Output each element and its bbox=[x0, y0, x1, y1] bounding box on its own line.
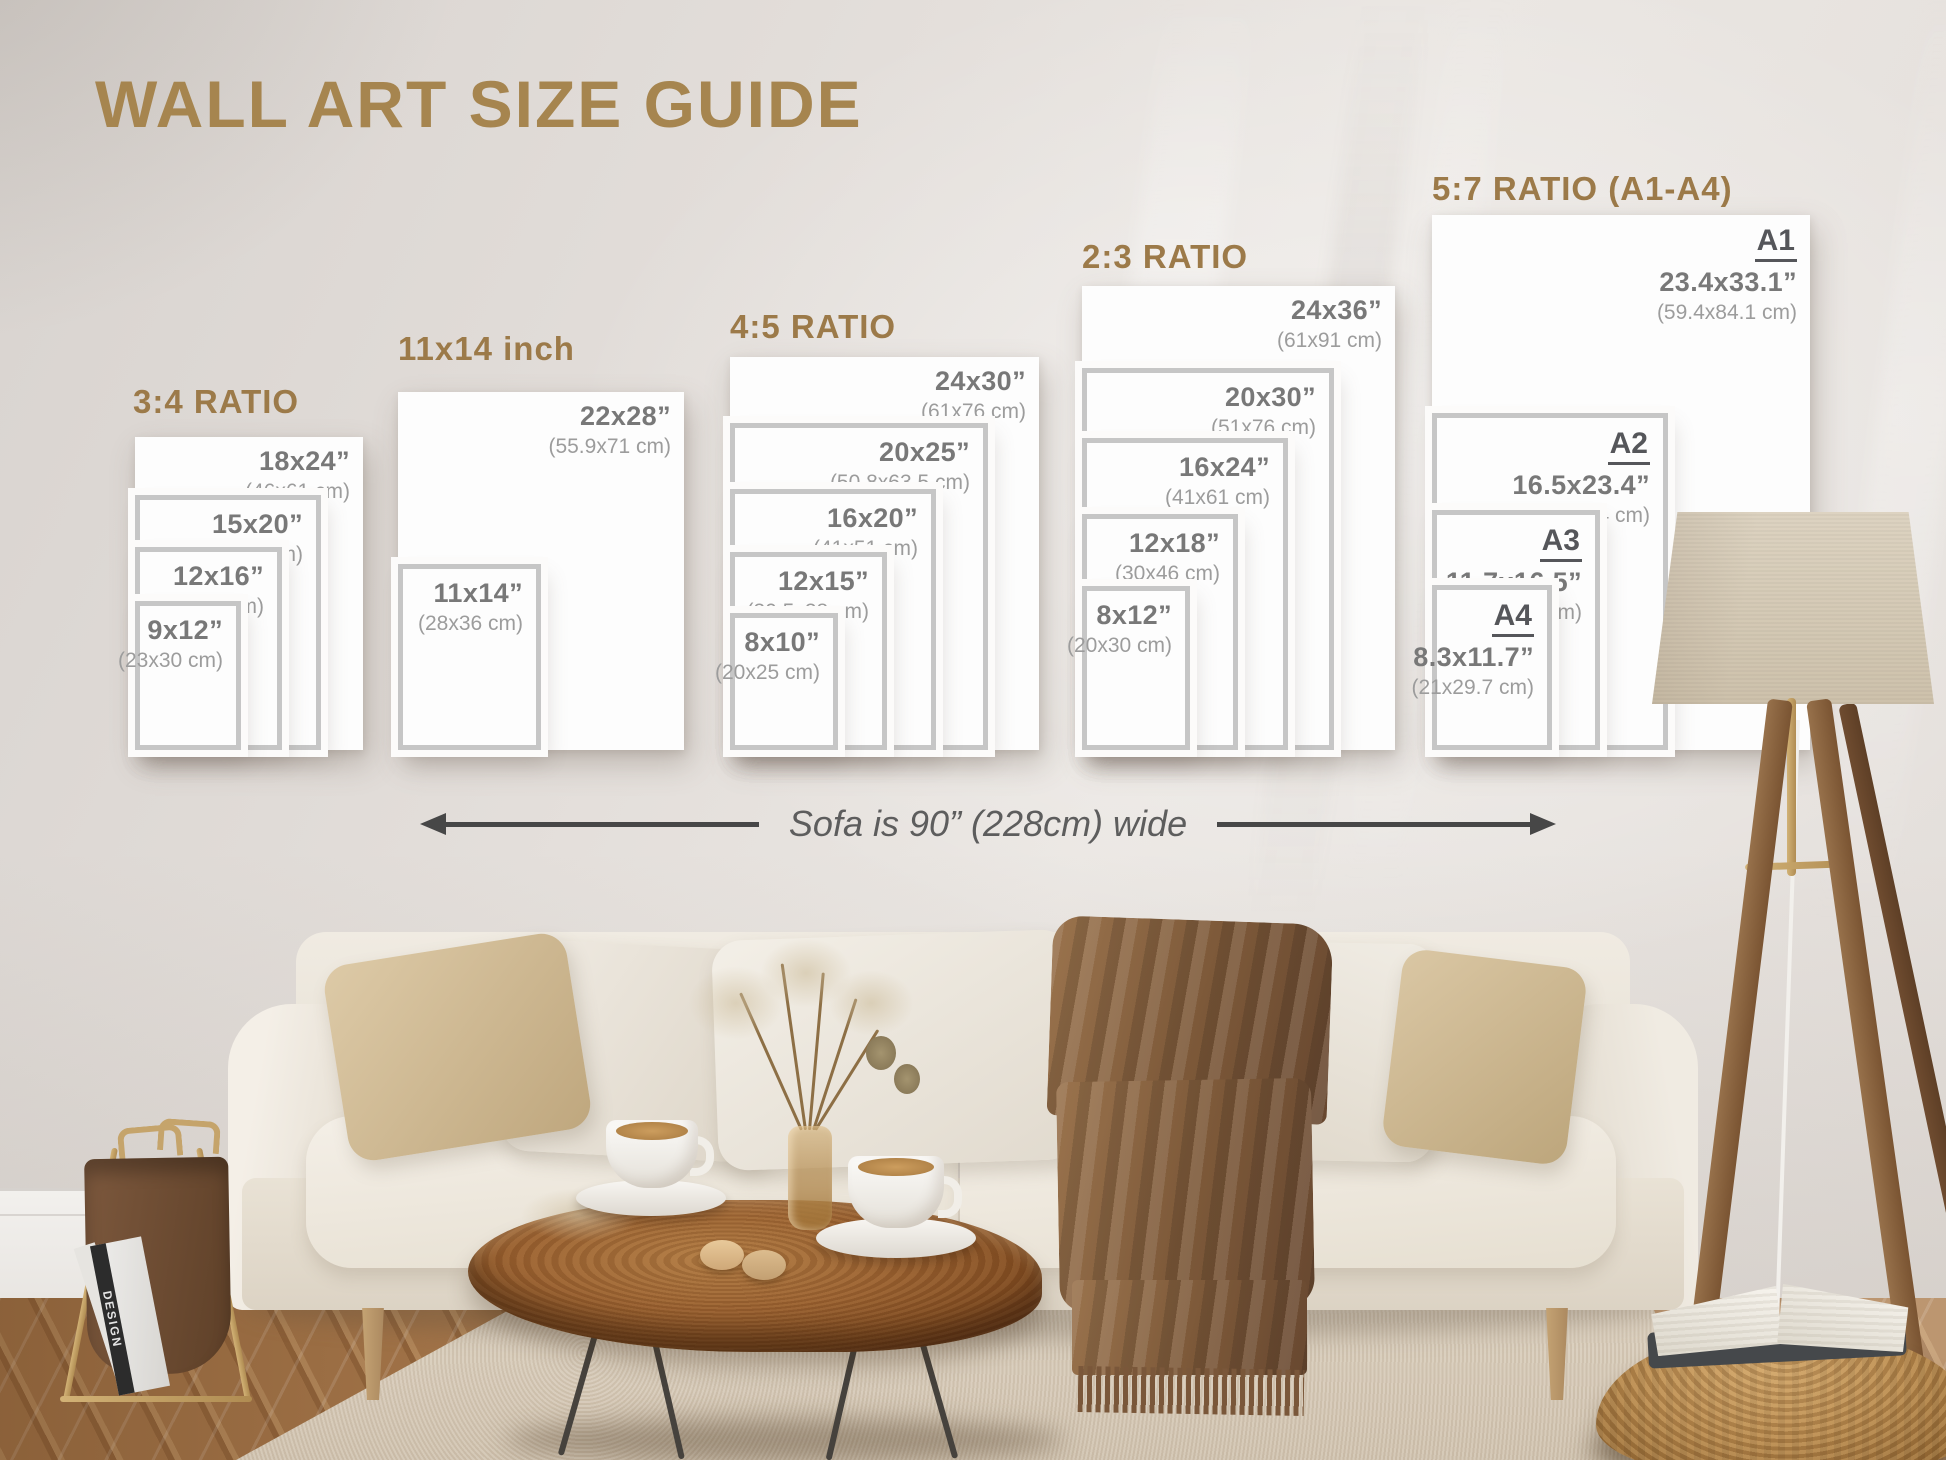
frame-cm-label: (61x91 cm) bbox=[1276, 329, 1382, 352]
frame-cm-label: (50.8x63.5 cm) bbox=[829, 471, 970, 494]
frame-code-label: A4 bbox=[1491, 599, 1534, 637]
frame-8x10: 8x10” (20x25 cm) bbox=[715, 613, 838, 750]
coffee-surface bbox=[616, 1122, 688, 1140]
babys-breath bbox=[828, 970, 914, 1036]
frame-size-label: 12x16” bbox=[173, 561, 264, 591]
frame-size-label: 12x15” bbox=[778, 566, 869, 596]
frame-cm-label: (61x76 cm) bbox=[920, 400, 1026, 423]
frame-size-label: 18x24” bbox=[259, 446, 350, 476]
group-header-5-7: 5:7 RATIO (A1-A4) bbox=[1432, 170, 1733, 207]
seed-head bbox=[894, 1064, 920, 1094]
frame-size-label: 9x12” bbox=[147, 615, 223, 645]
table-shadow bbox=[505, 1418, 1065, 1460]
frame-size-label: 16x24” bbox=[1179, 452, 1270, 482]
frame-size-label: 20x25” bbox=[879, 437, 970, 467]
group-header-2-3: 2:3 RATIO bbox=[1082, 238, 1249, 275]
cup-handle bbox=[690, 1136, 714, 1176]
sofa-leg bbox=[1546, 1308, 1568, 1400]
seed-head bbox=[866, 1036, 896, 1070]
magazine-rack-base bbox=[60, 1396, 252, 1402]
frame-cm-label: (20x25 cm) bbox=[714, 661, 820, 684]
group-header-4-5: 4:5 RATIO bbox=[730, 308, 897, 345]
macaron bbox=[700, 1240, 744, 1270]
throw-blanket-front bbox=[1072, 1280, 1307, 1375]
frame-size-label: 8x12” bbox=[1096, 600, 1172, 630]
lamp-shade bbox=[1652, 512, 1934, 704]
group-header-11x14: 11x14 inch bbox=[398, 330, 575, 367]
frame-size-label: 23.4x33.1” bbox=[1659, 267, 1797, 297]
frame-cm-label: (41x61 cm) bbox=[1164, 486, 1270, 509]
frame-size-label: 8x10” bbox=[744, 627, 820, 657]
sofa-width-text: Sofa is 90” (228cm) wide bbox=[788, 803, 1188, 844]
throw-blanket-drape bbox=[1056, 1077, 1315, 1313]
frame-size-label: 12x18” bbox=[1129, 528, 1220, 558]
frame-size-label: 24x36” bbox=[1291, 295, 1382, 325]
frame-cm-label: (28x36 cm) bbox=[417, 612, 523, 635]
arrow-left-icon bbox=[420, 813, 446, 835]
frame-a4: A4 8.3x11.7” (21x29.7 cm) bbox=[1411, 585, 1552, 750]
macaron bbox=[742, 1250, 786, 1280]
frame-cm-label: (21x29.7 cm) bbox=[1411, 676, 1534, 699]
coffee-surface bbox=[858, 1158, 934, 1176]
lamp-stem bbox=[1787, 698, 1796, 876]
magazine-rack-handle bbox=[156, 1117, 222, 1155]
pillow-beige-left bbox=[321, 930, 594, 1164]
arrow-line bbox=[1217, 821, 1531, 827]
frame-size-label: 8.3x11.7” bbox=[1413, 642, 1534, 672]
frame-cm-label: (55.9x71 cm) bbox=[548, 435, 671, 458]
frame-size-label: 16x20” bbox=[827, 503, 918, 533]
frame-size-label: 24x30” bbox=[935, 366, 1026, 396]
frame-8x12: 8x12” (20x30 cm) bbox=[1067, 586, 1190, 750]
glass-vase bbox=[788, 1126, 832, 1230]
arrow-line bbox=[446, 821, 759, 827]
frame-cm-label: (30x46 cm) bbox=[1114, 562, 1220, 585]
frame-size-label: 15x20” bbox=[212, 509, 303, 539]
frame-size-label: 22x28” bbox=[580, 401, 671, 431]
frame-code-label: A3 bbox=[1539, 524, 1582, 562]
frame-9x12: 9x12” (23x30 cm) bbox=[118, 601, 241, 750]
frame-cm-label: (23x30 cm) bbox=[117, 649, 223, 672]
sofa-width-annotation: Sofa is 90” (228cm) wide bbox=[420, 800, 1557, 848]
page-title: WALL ART SIZE GUIDE bbox=[95, 67, 863, 141]
frame-size-label: 16.5x23.4” bbox=[1512, 470, 1650, 500]
frame-code-label: A2 bbox=[1607, 427, 1650, 465]
frame-cm-label: (20x30 cm) bbox=[1066, 634, 1172, 657]
group-header-3-4: 3:4 RATIO bbox=[133, 383, 300, 420]
frame-cm-label: (59.4x84.1 cm) bbox=[1656, 301, 1797, 324]
throw-fringe bbox=[1077, 1366, 1305, 1416]
frame-code-label: A1 bbox=[1754, 224, 1797, 262]
frame-11x14: 11x14” (28x36 cm) bbox=[398, 564, 541, 750]
pillow-beige-right bbox=[1380, 947, 1589, 1167]
cup-handle bbox=[938, 1176, 962, 1218]
frame-size-label: 11x14” bbox=[433, 578, 523, 608]
arrow-right-icon bbox=[1530, 813, 1557, 835]
frame-size-label: 20x30” bbox=[1225, 382, 1316, 412]
sofa-leg bbox=[362, 1308, 384, 1400]
frame-cm-label: (51x76 cm) bbox=[1210, 416, 1316, 439]
